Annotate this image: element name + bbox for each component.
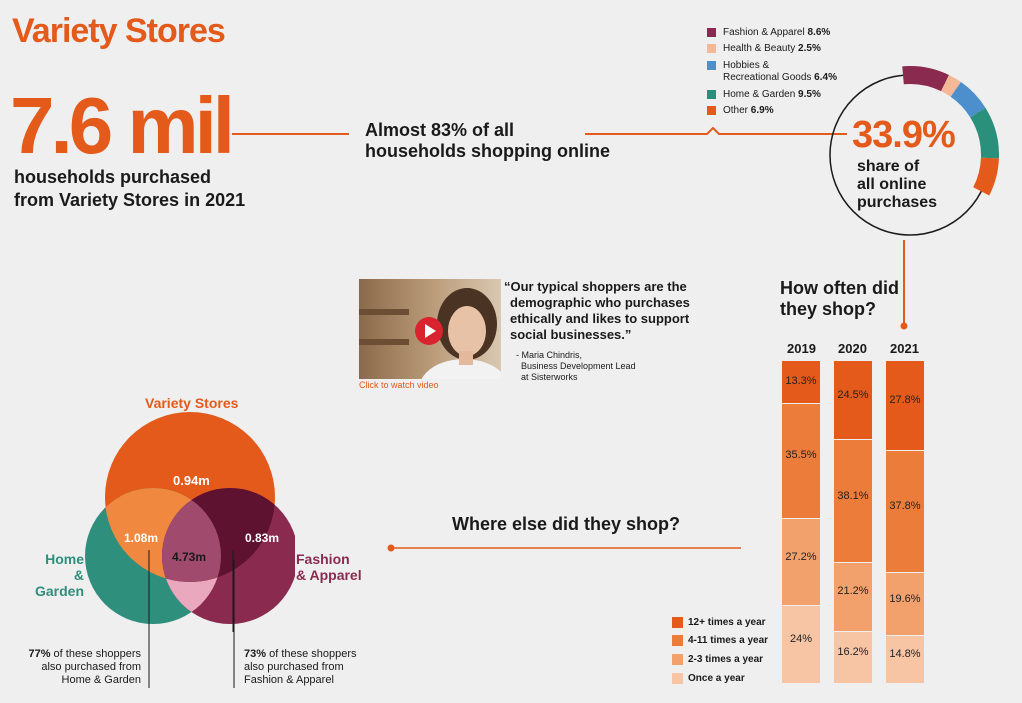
donut-slice-home-garden — [970, 107, 999, 159]
share-percent: 33.9% — [852, 114, 956, 156]
connector-pointer — [585, 126, 847, 135]
venn-value-center: 4.73m — [172, 550, 207, 564]
bar-segment: 37.8% — [886, 450, 924, 572]
bar-segment-label: 13.3% — [785, 375, 817, 388]
bar-segment: 24.5% — [834, 361, 872, 440]
bar-segment-label: 37.8% — [889, 499, 921, 512]
bar-segment: 35.5% — [782, 403, 820, 518]
donut-slice-fashion-apparel — [902, 66, 949, 92]
quote-attribution: - Maria Chindris, Business Development L… — [516, 350, 636, 382]
bar-segment: 27.8% — [886, 361, 924, 450]
bar-segment: 19.6% — [886, 572, 924, 636]
donut-slice-other — [973, 157, 999, 196]
bar-segment-label: 27.8% — [889, 393, 921, 406]
venn-diagram — [85, 412, 295, 632]
bar-segment: 38.1% — [834, 440, 872, 563]
share-caption: share of all online purchases — [857, 158, 938, 211]
bar-segment: 24% — [782, 606, 820, 683]
bar-segment: 21.2% — [834, 563, 872, 631]
bar-segment-label: 19.6% — [889, 592, 921, 605]
donut-slice-health-beauty — [940, 74, 961, 97]
bar-segment-label: 27.2% — [785, 550, 817, 563]
bar-segment-label: 16.2% — [837, 645, 869, 658]
venn-value-variety-fashion: 0.83m — [245, 531, 280, 545]
year-label-2019: 2019 — [787, 341, 816, 356]
note-fashion-apparel: 73% of these shoppers also purchased fro… — [244, 648, 357, 686]
venn-label-home-garden: Home & Garden — [34, 551, 84, 599]
bar-segment: 27.2% — [782, 518, 820, 606]
share-donut-chart — [829, 66, 999, 236]
connector-line — [232, 133, 349, 135]
bar-2021: 27.8% 37.8% 19.6% 14.8% — [886, 361, 924, 684]
year-label-2020: 2020 — [838, 341, 867, 356]
online-stat: Almost 83% of all households shopping on… — [365, 120, 610, 161]
bar-segment-label: 14.8% — [889, 648, 921, 661]
venn-value-variety-only: 0.94m — [173, 473, 210, 488]
venn-label-variety-stores: Variety Stores — [145, 395, 239, 411]
where-else-heading: Where else did they shop? — [452, 514, 681, 534]
households-caption: households purchased from Variety Stores… — [14, 167, 246, 210]
venn-note-lines — [148, 560, 235, 688]
bar-segment-label: 24% — [789, 633, 813, 646]
video-thumbnail[interactable] — [359, 279, 501, 379]
venn-value-variety-home: 1.08m — [124, 531, 159, 545]
bar-segment-label: 35.5% — [785, 449, 817, 462]
where-else-connector — [387, 544, 741, 552]
watch-video-link[interactable]: Click to watch video — [359, 380, 439, 390]
note-home-garden: 77% of these shoppers also purchased fro… — [28, 648, 141, 686]
year-label-2021: 2021 — [890, 341, 919, 356]
venn-label-fashion-apparel: Fashion & Apparel — [296, 551, 362, 583]
bar-segment-label: 38.1% — [837, 489, 869, 502]
bar-segment: 13.3% — [782, 361, 820, 403]
donut-slice-hobbies-recreational-goods — [950, 82, 986, 118]
shopper-quote: “Our typical shoppers are the demographi… — [504, 279, 690, 342]
bar-segment-label: 21.2% — [837, 585, 869, 598]
bar-segment: 16.2% — [834, 631, 872, 683]
frequency-chart-title: How often did they shop? — [780, 278, 899, 319]
households-figure: 7.6 mil — [10, 81, 235, 170]
donut-to-bars-connector — [900, 240, 908, 330]
bar-2019: 13.3% 35.5% 27.2% 24% — [782, 361, 820, 684]
bar-2020: 24.5% 38.1% 21.2% 16.2% — [834, 361, 872, 684]
bar-segment-label: 24.5% — [837, 388, 869, 401]
bar-segment: 14.8% — [886, 636, 924, 683]
page-title: Variety Stores — [12, 12, 226, 50]
